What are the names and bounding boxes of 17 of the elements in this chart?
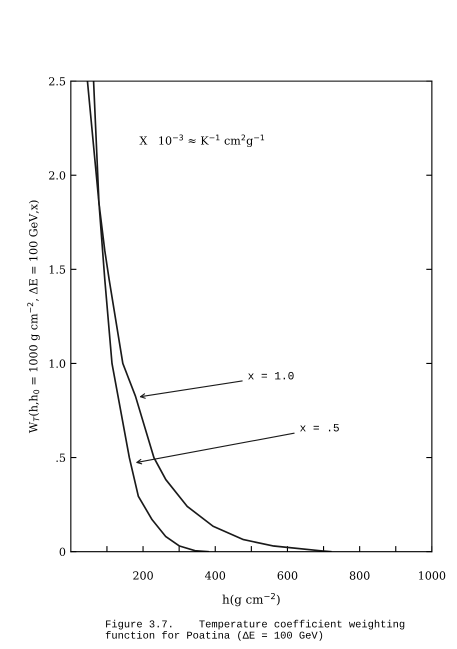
x-tick-label: 600 [278, 571, 298, 580]
y-tick-label: .5 [56, 454, 66, 462]
y-tick-label: 2.5 [49, 77, 66, 86]
x-tick-label: 200 [133, 571, 153, 580]
annotation: x = .5 [300, 424, 339, 432]
y-tick-label: 0 [60, 548, 66, 556]
y-tick-label: 2.0 [49, 171, 66, 180]
x-tick-label: 1000 [419, 571, 446, 580]
y-axis-title: W$_{T}$(h,h$_{0}$ = 1000 g cm$^{−2}$, ΔE = 100 GeV,x) [27, 200, 40, 434]
annotation: x = 1.0 [248, 372, 294, 380]
x-axis-title: h(g cm$^{−2}$) [222, 592, 280, 606]
x-tick-label: 400 [204, 571, 226, 580]
annotation: X 10$^{−3}$ ≈ K$^{−1}$ cm$^{2}$g$^{−1}$ [139, 134, 264, 148]
y-tick-label: 1.5 [50, 265, 66, 274]
x-tick-label: 800 [350, 571, 370, 580]
y-tick-label: 1.0 [50, 359, 66, 368]
caption: Figure 3.7. Temperature coefficient weighting function for Poatina (ΔE = 100 GeV) [106, 620, 404, 641]
